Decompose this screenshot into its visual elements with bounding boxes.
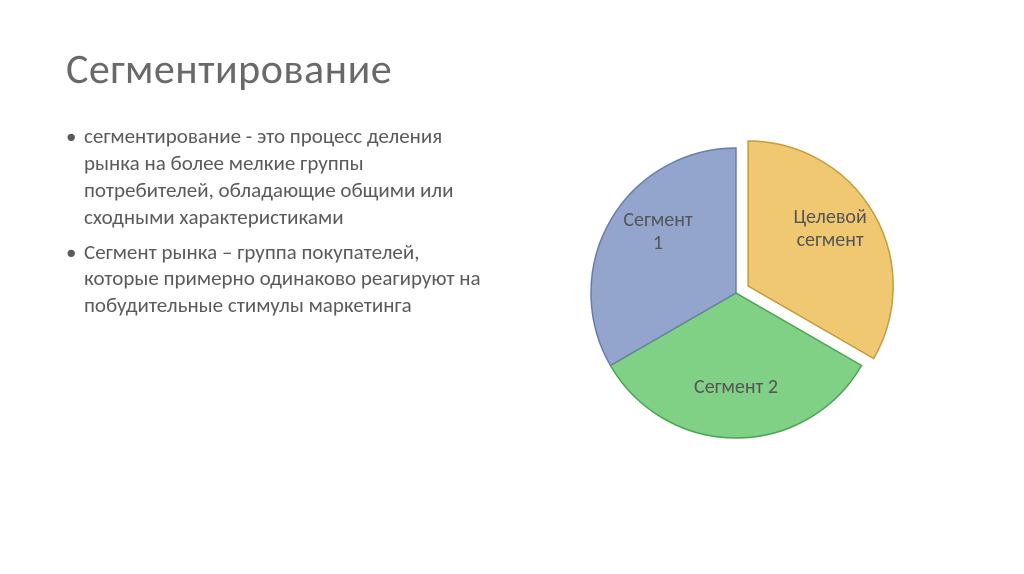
pie-chart: ЦелевойсегментСегмент 2Сегмент1 [506, 103, 976, 503]
list-item: Сегмент рынка – группа покупателей, кото… [66, 239, 486, 320]
text-column: сегментирование - это процесс деления ры… [66, 123, 486, 327]
list-item: сегментирование - это процесс деления ры… [66, 123, 486, 231]
pie-slice-label: Сегмент 2 [694, 375, 778, 399]
content-row: сегментирование - это процесс деления ры… [66, 123, 964, 483]
page-title: Сегментирование [66, 44, 964, 95]
slide: Сегментирование сегментирование - это пр… [0, 0, 1024, 574]
pie-slice-label: Целевойсегмент [793, 205, 866, 252]
pie-chart-container: ЦелевойсегментСегмент 2Сегмент1 [486, 123, 964, 483]
bullet-list: сегментирование - это процесс деления ры… [66, 123, 486, 319]
